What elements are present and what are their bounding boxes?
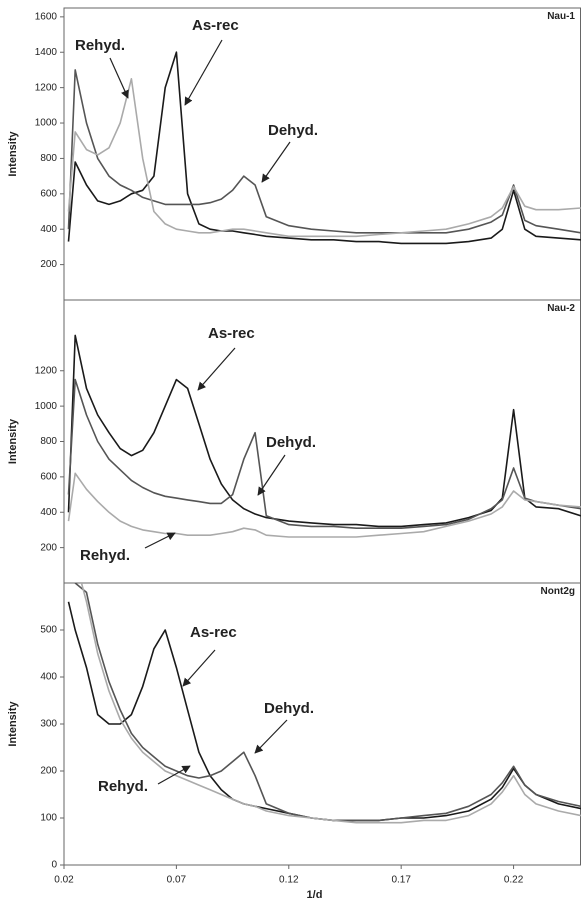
annotation-arrow [198,348,235,390]
series-line [69,335,581,526]
plot-frame [64,300,581,583]
panel-title: Nau-2 [547,303,575,314]
y-tick-label: 1600 [35,11,58,22]
plot-area [69,52,581,243]
y-tick-label: 400 [40,672,57,683]
y-tick-label: 800 [40,436,57,447]
series-annotation: Dehyd. [264,700,314,717]
x-tick-label: 0.22 [504,875,524,886]
annotation-arrow [183,650,215,686]
annotation-arrow [258,455,285,495]
annotation-arrow [255,720,287,753]
panel-title: Nau-1 [547,11,575,22]
y-axis-title: Intensity [7,701,19,747]
series-annotation: Rehyd. [98,778,148,795]
annotation-arrow [262,142,290,182]
y-axis-title: Intensity [7,131,19,177]
y-tick-label: 200 [40,542,57,553]
series-line [69,70,581,233]
series-annotation: As-rec [208,325,255,342]
y-axis-title: Intensity [7,418,19,464]
x-axis-title: 1/d [307,889,323,901]
series-annotation: Dehyd. [266,434,316,451]
x-tick-label: 0.17 [391,875,411,886]
y-tick-label: 1400 [35,47,58,58]
y-tick-label: 0 [51,860,57,871]
plot-area [69,335,581,537]
series-annotation: As-rec [190,624,237,641]
series-line [69,380,581,529]
series-annotation: Rehyd. [80,547,130,564]
y-tick-label: 200 [40,766,57,777]
y-tick-label: 500 [40,625,57,636]
y-tick-label: 1200 [35,365,58,376]
y-tick-label: 400 [40,224,57,235]
x-tick-label: 0.07 [167,875,187,886]
annotation-arrow [145,533,175,548]
plot-frame [64,583,581,865]
y-tick-label: 200 [40,259,57,270]
y-tick-label: 100 [40,813,57,824]
series-annotation: Rehyd. [75,37,125,54]
y-tick-label: 400 [40,507,57,518]
series-annotation: As-rec [192,17,239,34]
y-tick-label: 800 [40,153,57,164]
x-tick-label: 0.12 [279,875,299,886]
y-tick-label: 300 [40,719,57,730]
panel-title: Nont2g [541,586,575,597]
series-line [69,52,581,243]
series-annotation: Dehyd. [268,122,318,139]
y-tick-label: 600 [40,188,57,199]
annotation-arrow [110,58,128,98]
annotation-arrow [185,40,222,105]
series-line [69,79,581,237]
y-tick-label: 1000 [35,401,58,412]
y-tick-label: 1000 [35,118,58,129]
x-tick-label: 0.02 [54,875,74,886]
y-tick-label: 600 [40,472,57,483]
y-tick-label: 1200 [35,82,58,93]
